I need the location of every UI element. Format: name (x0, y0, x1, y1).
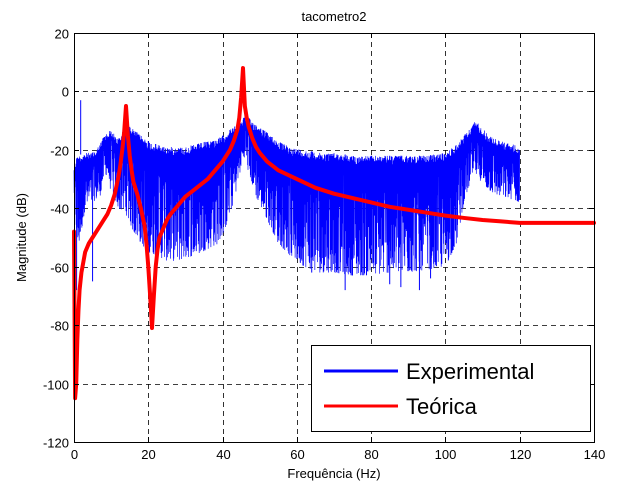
x-tick-label: 120 (510, 447, 532, 462)
x-tick-label: 0 (71, 447, 78, 462)
x-tick-label: 140 (584, 447, 606, 462)
y-tick-label: -40 (50, 202, 69, 217)
y-tick-label: -20 (50, 144, 69, 159)
x-tick-label: 100 (435, 447, 457, 462)
y-tick-label: -60 (50, 261, 69, 276)
y-tick-label: 20 (55, 27, 69, 42)
chart-title: tacometro2 (301, 9, 366, 24)
y-tick-label: -120 (43, 436, 69, 451)
y-axis-title: Magnitude (dB) (14, 193, 29, 282)
y-tick-label: -100 (43, 378, 69, 393)
tick-layer: 0 20 40 60 80 100 120 140 20 0 -20 -40 -60 -80 -100 -12… (43, 27, 605, 463)
series-teorica-line (72, 66, 596, 401)
legend-box (311, 345, 591, 432)
legend-label-experimental: Experimental (406, 359, 534, 384)
x-tick-label: 80 (364, 447, 378, 462)
y-tick-label: 0 (62, 85, 69, 100)
data-layer (72, 66, 596, 401)
x-tick-label: 60 (290, 447, 304, 462)
x-tick-label: 40 (216, 447, 230, 462)
plot-frame (74, 33, 595, 443)
x-axis-title: Frequência (Hz) (287, 466, 380, 481)
legend-label-teorica: Teórica (406, 394, 478, 419)
x-tick-label: 20 (141, 447, 155, 462)
legend: Experimental Teórica (311, 345, 591, 432)
y-tick-label: -80 (50, 319, 69, 334)
